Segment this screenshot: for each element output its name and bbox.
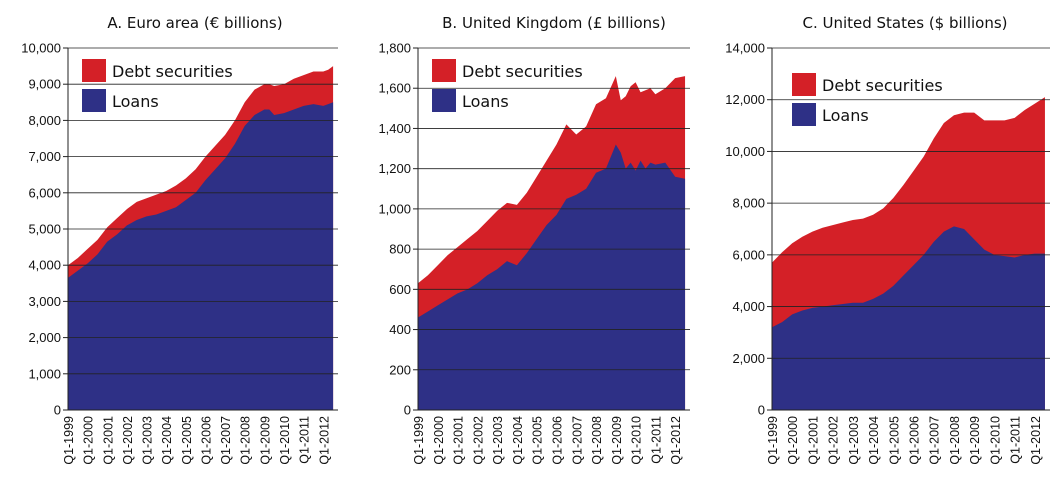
legend-swatch-debt-securities [432,59,456,82]
y-tick-label: 6,000 [28,185,61,200]
y-tick-label: 0 [758,403,765,418]
x-tick-label: Q1-2012 [317,416,331,465]
x-tick-label: Q1-2000 [786,416,800,465]
x-tick-label: Q1-2006 [199,416,213,465]
y-tick-label: 8,000 [28,113,61,128]
area-loans [418,144,686,411]
legend-swatch-debt-securities [82,59,106,82]
x-tick-label: Q1-2003 [141,416,155,465]
y-tick-label: 400 [389,322,411,337]
x-tick-label: Q1-1999 [412,416,426,465]
y-tick-label: 600 [389,282,411,297]
y-tick-label: 1,600 [378,81,411,96]
legend-swatch-loans [432,89,456,112]
area-loans [68,102,334,411]
x-tick-label: Q1-2001 [101,416,115,465]
x-tick-label: Q1-2011 [1009,416,1023,464]
y-tick-label: 6,000 [732,247,765,262]
x-tick-label: Q1-2008 [239,416,253,465]
x-tick-label: Q1-2001 [452,416,466,465]
y-tick-label: 4,000 [28,258,61,273]
legend-label-loans: Loans [462,92,509,111]
x-tick-label: Q1-2011 [649,416,663,464]
x-tick-label: Q1-2000 [82,416,96,465]
y-tick-label: 14,000 [725,41,765,56]
y-tick-label: 1,000 [378,201,411,216]
x-tick-label: Q1-2002 [471,416,485,465]
y-tick-label: 10,000 [725,144,765,159]
x-tick-label: Q1-2007 [928,416,942,465]
x-tick-label: Q1-2007 [570,416,584,465]
legend-label-debt-securities: Debt securities [112,62,233,81]
y-tick-label: 5,000 [28,222,61,237]
x-tick-label: Q1-2009 [968,416,982,465]
legend-label-debt-securities: Debt securities [822,76,943,95]
x-tick-label: Q1-2003 [491,416,505,465]
x-tick-label: Q1-2005 [180,416,194,465]
y-tick-label: 10,000 [21,41,61,56]
chart-title: C. United States ($ billions) [802,14,1007,32]
legend-label-loans: Loans [822,106,869,125]
x-tick-label: Q1-1999 [62,416,76,465]
chart-title: A. Euro area (€ billions) [107,14,282,32]
y-tick-label: 4,000 [732,299,765,314]
y-tick-label: 12,000 [725,92,765,107]
y-tick-label: 1,000 [28,366,61,381]
x-tick-label: Q1-2002 [827,416,841,465]
y-tick-label: 1,400 [378,121,411,136]
area-loans [772,226,1045,410]
y-tick-label: 0 [54,403,61,418]
x-tick-label: Q1-2002 [121,416,135,465]
x-tick-label: Q1-2007 [219,416,233,465]
y-tick-label: 2,000 [28,330,61,345]
x-tick-label: Q1-2008 [590,416,604,465]
legend-label-loans: Loans [112,92,159,111]
x-tick-label: Q1-2008 [948,416,962,465]
x-tick-label: Q1-2010 [278,416,292,465]
x-tick-label: Q1-2004 [867,416,881,465]
x-tick-label: Q1-2004 [160,416,174,465]
y-tick-label: 1,800 [378,41,411,56]
legend-swatch-loans [792,103,816,126]
chart-panel-1: A. Euro area (€ billions) 0 1,000 2,000 3,00… [21,14,338,465]
y-tick-label: 800 [389,242,411,257]
legend-label-debt-securities: Debt securities [462,62,583,81]
x-tick-label: Q1-2005 [531,416,545,465]
chart-panel-2: B. United Kingdom (£ billions) 0 200 400 600… [378,14,690,465]
y-tick-label: 9,000 [28,77,61,92]
x-tick-label: Q1-2006 [550,416,564,465]
y-tick-label: 1,200 [378,161,411,176]
x-tick-label: Q1-2000 [432,416,446,465]
x-tick-label: Q1-2011 [298,416,312,464]
x-tick-label: Q1-2001 [806,416,820,465]
x-tick-label: Q1-2004 [511,416,525,465]
legend-swatch-debt-securities [792,73,816,96]
y-tick-label: 0 [404,403,411,418]
x-tick-label: Q1-2012 [669,416,683,465]
x-tick-label: Q1-2009 [258,416,272,465]
x-tick-label: Q1-2012 [1029,416,1043,465]
y-tick-label: 200 [389,362,411,377]
y-tick-label: 7,000 [28,149,61,164]
y-tick-label: 3,000 [28,294,61,309]
x-tick-label: Q1-2003 [847,416,861,465]
x-tick-label: Q1-2010 [988,416,1002,465]
y-tick-label: 8,000 [732,196,765,211]
x-tick-label: Q1-2005 [887,416,901,465]
chart-title: B. United Kingdom (£ billions) [442,14,666,32]
chart-panel-3: C. United States ($ billions) 0 2,000 4,000… [725,14,1050,465]
y-tick-label: 2,000 [732,351,765,366]
x-tick-label: Q1-2009 [610,416,624,465]
x-tick-label: Q1-2010 [630,416,644,465]
x-tick-label: Q1-1999 [766,416,780,465]
x-tick-label: Q1-2006 [908,416,922,465]
legend-swatch-loans [82,89,106,112]
